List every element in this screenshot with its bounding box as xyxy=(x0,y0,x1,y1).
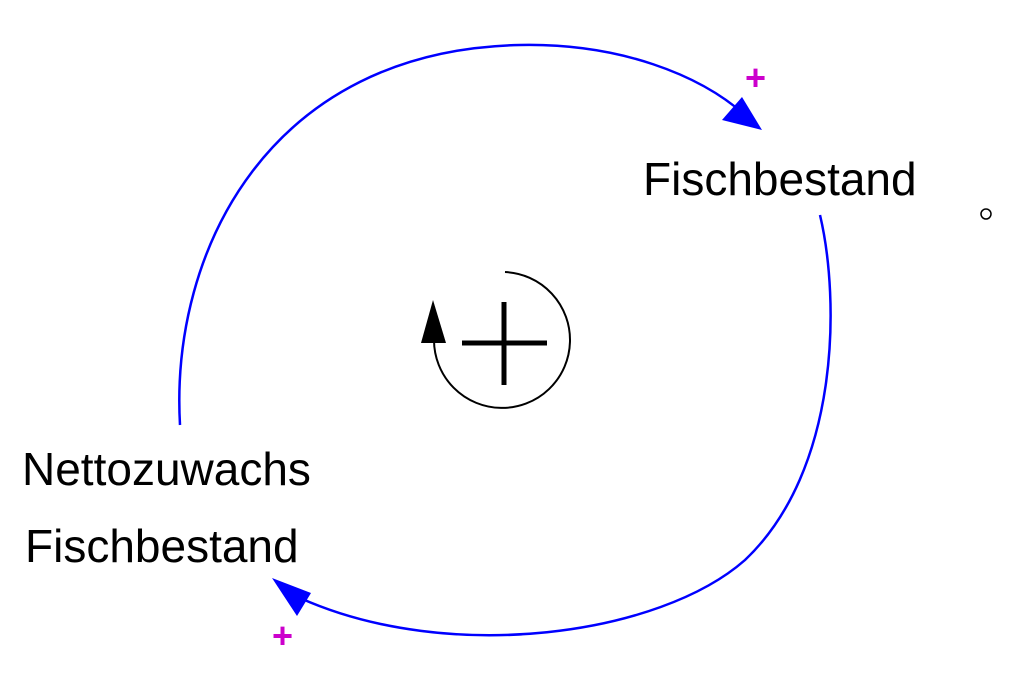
polarity-link-top: + xyxy=(745,57,766,98)
link-fischbestand-to-nettozuwachs[interactable] xyxy=(299,214,832,637)
link-nettozuwachs-to-fischbestand[interactable] xyxy=(178,43,746,426)
variable-nettozuwachs-line-2: Fischbestand xyxy=(25,520,299,572)
variable-nettozuwachs-fischbestand[interactable]: Nettozuwachs Fischbestand xyxy=(22,443,324,572)
variable-fischbestand-line-1: Fischbestand xyxy=(643,153,917,205)
arrowhead-to-nettozuwachs-icon xyxy=(272,578,311,616)
selection-handle-icon[interactable] xyxy=(980,208,992,220)
variable-fischbestand[interactable]: Fischbestand xyxy=(643,153,917,205)
arrowhead-to-fischbestand-icon xyxy=(722,97,762,130)
loop-arrowhead-icon xyxy=(421,300,446,343)
loop-arrow-icon xyxy=(433,271,571,409)
polarity-link-bottom: + xyxy=(272,615,293,656)
loop-marker[interactable] xyxy=(421,271,571,409)
variable-nettozuwachs-line-1: Nettozuwachs xyxy=(22,443,311,495)
